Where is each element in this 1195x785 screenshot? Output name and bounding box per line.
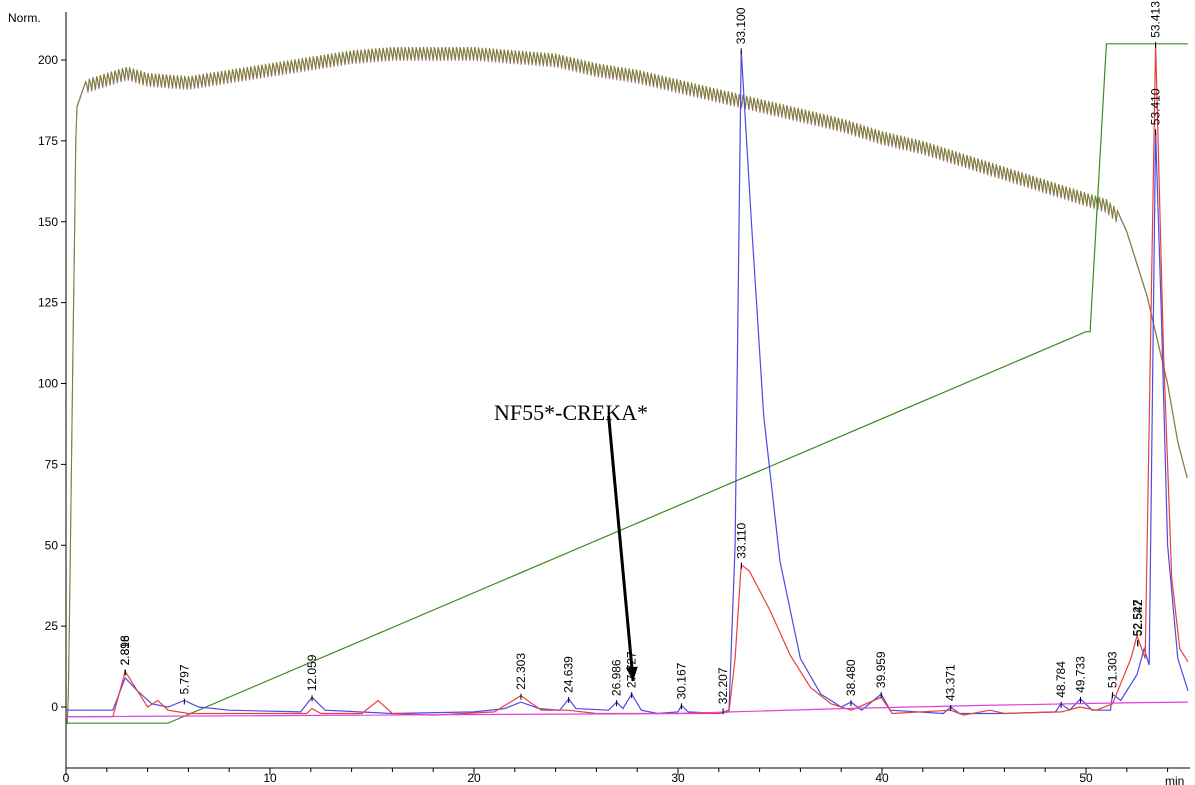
peak-label: 33.100	[734, 7, 748, 44]
y-tick-label: 75	[45, 457, 59, 471]
x-axis-label: min	[1165, 774, 1184, 785]
peak-label: 2.818	[118, 635, 132, 665]
peak-label: 2.896	[118, 635, 132, 665]
peak-label: 38.480	[844, 659, 858, 696]
x-tick-label: 30	[671, 771, 685, 785]
series-line	[66, 43, 1188, 724]
y-ticks: 0 25 50 75 100 125 150 175 200	[38, 53, 66, 714]
peak-label: 24.639	[562, 656, 576, 693]
series-line	[66, 43, 1189, 718]
annotation-group: NF55*-CREKA*	[494, 400, 648, 682]
peak-label: 48.784	[1054, 661, 1068, 698]
y-tick-label: 150	[38, 215, 58, 229]
peak-label: 26.986	[610, 659, 624, 696]
axes: Norm. min	[8, 11, 1190, 785]
series-group	[65, 43, 1189, 725]
y-tick-label: 200	[38, 53, 58, 67]
x-tick-label: 20	[467, 771, 481, 785]
annotation-arrow-line	[607, 415, 635, 682]
x-tick-label: 0	[63, 771, 70, 785]
y-tick-label: 50	[45, 538, 59, 552]
x-tick-label: 10	[263, 771, 277, 785]
peak-label: 12.059	[305, 654, 319, 691]
peak-label: 22.303	[514, 653, 528, 690]
peak-label: 5.797	[177, 664, 191, 694]
series-line	[66, 50, 1189, 715]
peak-label: 52.542	[1131, 599, 1145, 636]
peak-label: 39.959	[874, 651, 888, 688]
series-line	[65, 701, 1189, 718]
y-tick-label: 125	[38, 296, 58, 310]
y-tick-label: 175	[38, 134, 58, 148]
x-tick-label: 40	[875, 771, 889, 785]
y-tick-label: 0	[51, 700, 58, 714]
x-ticks: 0 10 20 30 40 50	[63, 768, 1169, 785]
peak-label: 43.371	[944, 664, 958, 701]
peak-label: 32.207	[716, 667, 730, 704]
peak-label: 52.527	[1131, 599, 1145, 636]
y-axis-label: Norm.	[8, 11, 41, 25]
peak-labels: 2.8182.8965.79712.05922.30324.63926.9862…	[118, 1, 1163, 715]
peak-label: 51.303	[1106, 651, 1120, 688]
peak-label: 33.110	[734, 523, 748, 559]
peak-label: 53.413	[1149, 1, 1163, 38]
annotation-text: NF55*-CREKA*	[494, 400, 648, 425]
y-tick-label: 100	[38, 377, 58, 391]
x-tick-label: 50	[1079, 771, 1093, 785]
peak-label: 30.167	[675, 662, 689, 699]
y-tick-label: 25	[45, 619, 59, 633]
peak-label: 53.410	[1149, 88, 1163, 125]
series-line	[66, 46, 1188, 724]
annotation-arrow-head	[625, 666, 638, 682]
peak-label: 49.733	[1074, 656, 1088, 693]
